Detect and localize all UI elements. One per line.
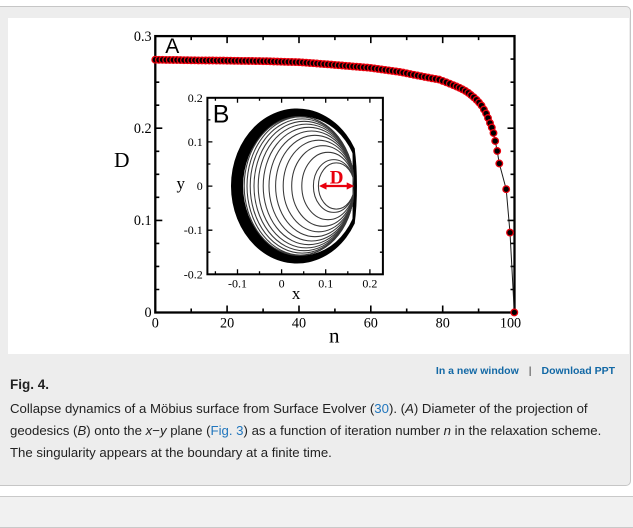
svg-text:D: D (114, 148, 130, 172)
svg-text:100: 100 (500, 315, 521, 331)
svg-text:0.1: 0.1 (134, 213, 152, 229)
svg-text:0.2: 0.2 (188, 91, 203, 105)
svg-text:0.1: 0.1 (318, 277, 333, 291)
svg-text:0.3: 0.3 (134, 29, 152, 45)
svg-text:60: 60 (364, 315, 378, 331)
svg-text:A: A (165, 35, 179, 58)
svg-text:80: 80 (436, 315, 450, 331)
svg-text:20: 20 (220, 315, 234, 331)
svg-text:B: B (213, 101, 230, 129)
svg-text:0: 0 (152, 315, 159, 331)
svg-text:0.2: 0.2 (362, 277, 377, 291)
svg-text:0.2: 0.2 (134, 121, 152, 137)
svg-text:y: y (176, 174, 185, 193)
svg-text:0: 0 (279, 277, 285, 291)
svg-text:0.1: 0.1 (188, 135, 203, 149)
svg-text:-0.2: -0.2 (184, 267, 203, 281)
svg-text:40: 40 (292, 315, 306, 331)
svg-text:0: 0 (145, 305, 152, 321)
svg-text:x: x (292, 284, 301, 303)
svg-text:-0.1: -0.1 (184, 223, 203, 237)
svg-text:0: 0 (197, 179, 203, 193)
svg-text:-0.1: -0.1 (228, 277, 247, 291)
svg-text:D: D (330, 168, 344, 189)
svg-text:n: n (329, 324, 340, 348)
